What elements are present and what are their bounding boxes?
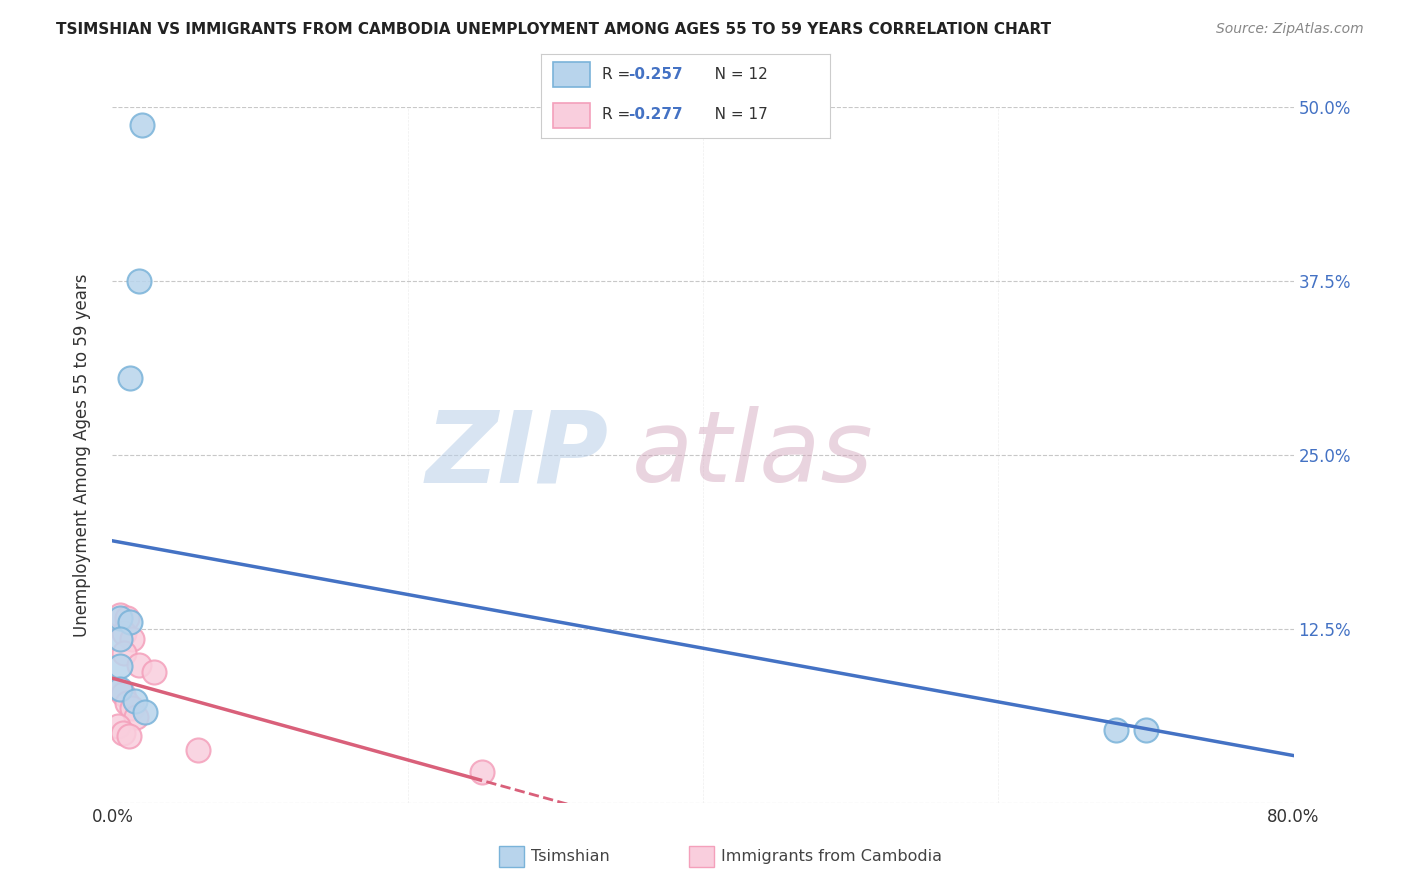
Point [125,709,148,723]
Text: Immigrants from Cambodia: Immigrants from Cambodia [721,849,942,863]
Text: R =: R = [602,107,636,122]
Bar [553,62,591,87]
Text: atlas: atlas [633,407,873,503]
Text: R =: R = [602,67,636,82]
Point [118,729,141,743]
Point [111,687,134,701]
Point [120,615,142,629]
Point [108,681,131,696]
Bar [553,103,591,128]
Point [1135,723,1157,738]
Point [121,632,143,646]
Point [121,701,143,715]
Point [124,694,146,708]
Point [128,658,150,673]
Point [107,681,129,696]
Text: Tsimshian: Tsimshian [531,849,610,863]
Point [120,371,142,385]
Point [117,611,138,625]
Point [131,118,153,132]
Text: N = 12: N = 12 [700,67,768,82]
Point [117,696,138,710]
Point [108,659,131,673]
Point [107,719,129,733]
Point [134,706,156,720]
Text: -0.277: -0.277 [627,107,682,122]
Point [108,611,131,625]
Point [108,632,131,646]
Text: -0.257: -0.257 [627,67,682,82]
Text: ZIP: ZIP [426,407,609,503]
Point [112,646,135,660]
Point [470,765,494,780]
Text: TSIMSHIAN VS IMMIGRANTS FROM CAMBODIA UNEMPLOYMENT AMONG AGES 55 TO 59 YEARS COR: TSIMSHIAN VS IMMIGRANTS FROM CAMBODIA UN… [56,22,1052,37]
Y-axis label: Unemployment Among Ages 55 to 59 years: Unemployment Among Ages 55 to 59 years [73,273,91,637]
Point [128,274,150,288]
Point [142,665,165,679]
Text: Source: ZipAtlas.com: Source: ZipAtlas.com [1216,22,1364,37]
Point [108,607,131,622]
Point [112,626,135,640]
Point [111,726,134,740]
Point [187,743,209,757]
Text: N = 17: N = 17 [700,107,768,122]
Point [1105,723,1128,738]
